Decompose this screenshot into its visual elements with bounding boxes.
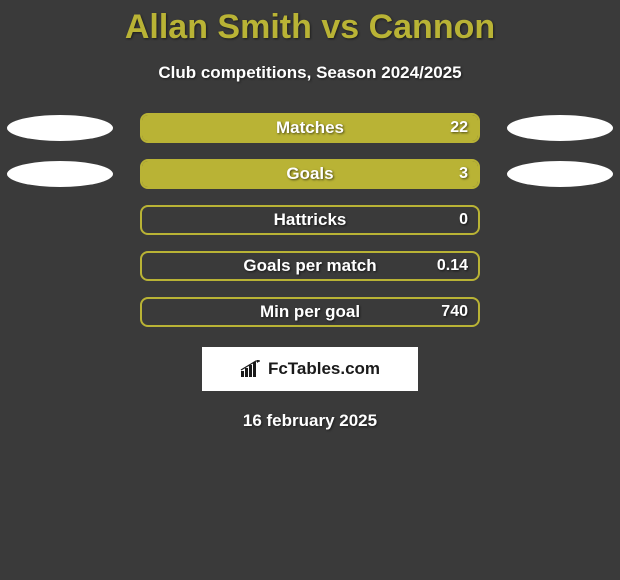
stat-row-goals: Goals 3 — [0, 159, 620, 189]
brand-badge: FcTables.com — [202, 347, 418, 391]
bar-chart-logo-icon — [240, 360, 262, 378]
left-marker-ellipse — [7, 115, 113, 141]
stat-value: 0 — [459, 211, 468, 229]
left-marker-ellipse — [7, 161, 113, 187]
stat-bar: Hattricks 0 — [140, 205, 480, 235]
stat-bar: Goals 3 — [140, 159, 480, 189]
right-marker-ellipse — [507, 161, 613, 187]
date-text: 16 february 2025 — [0, 411, 620, 431]
page-subtitle: Club competitions, Season 2024/2025 — [0, 63, 620, 83]
stat-label: Goals — [142, 164, 478, 184]
stat-label: Goals per match — [142, 256, 478, 276]
stat-bar: Min per goal 740 — [140, 297, 480, 327]
stat-label: Min per goal — [142, 302, 478, 322]
stat-row-min-per-goal: Min per goal 740 — [0, 297, 620, 327]
comparison-infographic: Allan Smith vs Cannon Club competitions,… — [0, 0, 620, 580]
brand-text: FcTables.com — [268, 359, 380, 379]
stat-rows: Matches 22 Goals 3 Hattricks 0 — [0, 113, 620, 327]
stat-row-hattricks: Hattricks 0 — [0, 205, 620, 235]
stat-value: 740 — [441, 303, 468, 321]
stat-row-matches: Matches 22 — [0, 113, 620, 143]
stat-label: Matches — [142, 118, 478, 138]
stat-value: 0.14 — [437, 257, 468, 275]
stat-label: Hattricks — [142, 210, 478, 230]
stat-value: 3 — [459, 165, 468, 183]
stat-bar: Matches 22 — [140, 113, 480, 143]
stat-value: 22 — [450, 119, 468, 137]
page-title: Allan Smith vs Cannon — [0, 0, 620, 47]
stat-row-goals-per-match: Goals per match 0.14 — [0, 251, 620, 281]
stat-bar: Goals per match 0.14 — [140, 251, 480, 281]
right-marker-ellipse — [507, 115, 613, 141]
